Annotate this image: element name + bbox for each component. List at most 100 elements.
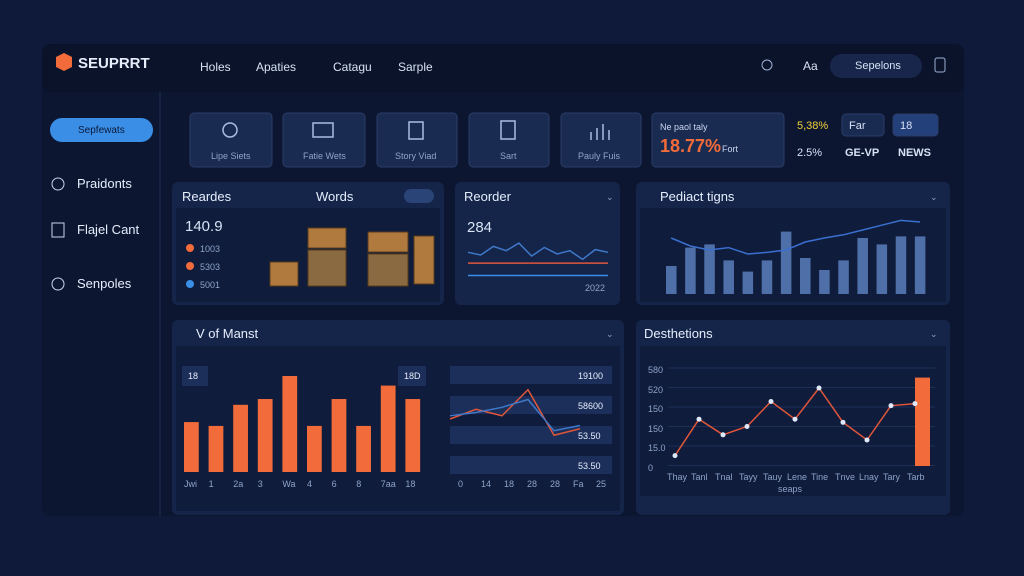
sidebar-search-text[interactable]: Sepfewats xyxy=(78,125,125,136)
bar xyxy=(800,258,811,294)
bar xyxy=(780,231,792,294)
bar xyxy=(380,385,396,472)
bar xyxy=(704,244,715,294)
tile[interactable] xyxy=(468,112,550,168)
x-tick-label: Tanl xyxy=(691,472,708,482)
bar xyxy=(307,425,322,472)
box-illustration xyxy=(307,227,347,249)
box-illustration xyxy=(367,253,409,287)
x-tick-label: 2a xyxy=(233,479,244,489)
x-tick-label: 28 xyxy=(550,479,561,489)
panel-title: Reardes xyxy=(182,189,232,204)
sidebar-item[interactable]: Senpoles xyxy=(77,276,132,291)
bar xyxy=(666,266,677,294)
x-tick-label: 8 xyxy=(356,479,362,489)
badge-label: 18 xyxy=(188,371,199,381)
badge xyxy=(182,366,208,386)
pill[interactable] xyxy=(404,189,434,203)
tile-label[interactable]: Fatie Wets xyxy=(303,151,346,161)
point xyxy=(912,401,918,407)
legend-dot xyxy=(186,280,194,288)
line xyxy=(449,398,581,432)
line xyxy=(467,242,609,261)
point xyxy=(888,403,894,409)
point xyxy=(696,416,702,422)
x-tick-label: Fa xyxy=(573,479,584,489)
x-tick-label: Tary xyxy=(883,472,901,482)
doc-icon[interactable] xyxy=(934,57,946,73)
bar xyxy=(895,236,907,294)
point xyxy=(864,437,870,443)
tile[interactable] xyxy=(282,112,366,168)
line xyxy=(670,219,921,255)
axis-title: seaps xyxy=(778,484,803,494)
row-strip xyxy=(450,456,612,474)
panel-body xyxy=(640,346,946,496)
dropdown[interactable] xyxy=(841,113,885,137)
nav-item[interactable]: Sarple xyxy=(398,60,433,74)
chevron[interactable]: ⌄ xyxy=(606,329,614,339)
bar xyxy=(685,247,696,294)
bar xyxy=(184,422,199,472)
legend-label: 5303 xyxy=(200,262,221,272)
bar xyxy=(914,236,926,294)
panel-subtitle: Words xyxy=(316,189,354,204)
bar xyxy=(838,260,849,294)
tile[interactable] xyxy=(189,112,273,168)
chevron[interactable]: ⌄ xyxy=(930,329,938,339)
x-tick-label: Lene xyxy=(787,472,808,482)
x-tick-label: 6 xyxy=(331,479,337,489)
sidebar-item[interactable]: Flajel Cant xyxy=(77,222,140,237)
point xyxy=(768,399,774,405)
sidebar-item[interactable]: Praidonts xyxy=(77,176,132,191)
header-bar xyxy=(42,44,964,92)
x-tick-label: 18 xyxy=(405,479,416,489)
x-tick-label: 3 xyxy=(257,479,263,489)
x-tick-label: 1 xyxy=(208,479,214,489)
x-tick-label: 4 xyxy=(307,479,313,489)
search-box[interactable] xyxy=(830,54,922,78)
panel-title: Reorder xyxy=(464,189,511,204)
stat-label: NEWS xyxy=(898,147,931,159)
font-toggle[interactable]: Aa xyxy=(803,59,818,73)
tile[interactable] xyxy=(376,112,458,168)
y-tick-label: 520 xyxy=(648,384,664,395)
panel xyxy=(455,182,620,305)
point xyxy=(792,416,798,422)
bar xyxy=(915,377,930,466)
point xyxy=(816,385,822,391)
bar xyxy=(876,244,888,294)
chevron[interactable]: ⌄ xyxy=(606,192,614,202)
tile-label[interactable]: Story Viad xyxy=(395,151,437,161)
bar xyxy=(761,260,773,294)
stat-caption: Ne paol taly xyxy=(660,122,708,132)
tile-label[interactable]: Sart xyxy=(500,151,517,161)
y-tick-label: 580 xyxy=(648,365,664,375)
tile[interactable] xyxy=(560,112,642,168)
x-tick-label: 7aa xyxy=(380,479,396,489)
search-text[interactable]: Sepelons xyxy=(855,60,901,72)
chevron[interactable]: ⌄ xyxy=(930,192,938,202)
bar xyxy=(257,399,273,472)
dropdown-label[interactable]: 18 xyxy=(900,120,913,132)
nav-item[interactable]: Holes xyxy=(200,60,231,74)
tile-label[interactable]: Pauly Fuis xyxy=(578,151,621,161)
dropdown[interactable] xyxy=(892,113,939,137)
tile-label[interactable]: Lipe Siets xyxy=(211,151,251,161)
row-label: 53.50 xyxy=(578,461,601,471)
nav-item[interactable]: Catagu xyxy=(333,60,372,74)
x-tick-label: 0 xyxy=(458,479,464,489)
x-tick-label: 18 xyxy=(504,479,515,489)
search-icon[interactable] xyxy=(761,59,773,71)
legend-dot xyxy=(186,262,194,270)
tile-icon xyxy=(590,124,610,140)
sidebar-search[interactable] xyxy=(50,118,153,142)
dropdown-label[interactable]: Far xyxy=(849,120,866,132)
bar xyxy=(819,270,830,294)
bar xyxy=(282,376,298,472)
nav-item[interactable]: Apaties xyxy=(256,60,297,74)
icon xyxy=(51,177,65,191)
x-tick-label: Tnve xyxy=(835,472,856,482)
stat-value: 2.5% xyxy=(797,147,823,159)
